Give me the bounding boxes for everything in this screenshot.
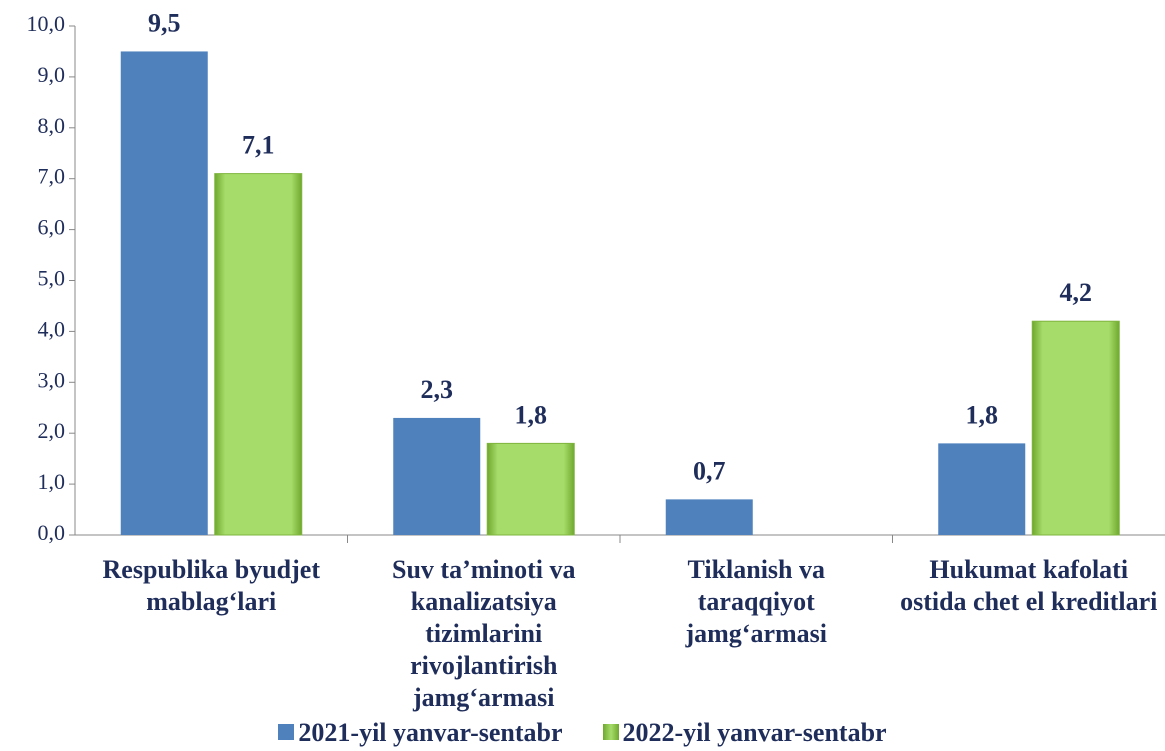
y-tick-label: 2,0	[38, 418, 66, 443]
value-label: 0,7	[693, 456, 726, 485]
value-label: 9,5	[148, 8, 181, 37]
legend: 2021-yil yanvar-sentabr 2022-yil yanvar-s…	[0, 718, 1165, 748]
y-tick-label: 10,0	[27, 11, 66, 36]
value-label: 2,3	[421, 375, 454, 404]
legend-label: 2022-yil yanvar-sentabr	[622, 718, 887, 747]
bar	[938, 443, 1026, 535]
legend-swatch	[602, 724, 619, 740]
legend-item: 2022-yil yanvar-sentabr	[602, 718, 887, 748]
y-tick-label: 8,0	[38, 113, 66, 138]
x-tick-label: Suv ta’minoti va kanalizatsiya tizimlari…	[392, 555, 576, 712]
bar	[214, 173, 303, 536]
x-tick-label: Hukumat kafolati ostida chet el kreditla…	[900, 555, 1158, 616]
y-tick-label: 7,0	[38, 164, 66, 189]
y-tick-label: 0,0	[38, 520, 66, 545]
bar	[486, 442, 575, 536]
x-tick-label: Tiklanish va taraqqiyot jamg‘armasi	[685, 555, 827, 648]
bar	[1031, 320, 1120, 536]
legend-swatch	[278, 724, 295, 740]
y-tick-label: 1,0	[38, 469, 66, 494]
value-label: 1,8	[515, 400, 548, 429]
legend-item: 2021-yil yanvar-sentabr	[278, 718, 563, 748]
value-label: 4,2	[1060, 278, 1093, 307]
legend-label: 2021-yil yanvar-sentabr	[298, 718, 563, 747]
value-label: 1,8	[966, 400, 999, 429]
y-tick-label: 4,0	[38, 316, 66, 341]
bar	[393, 417, 481, 535]
x-tick-label: Respublika byudjet mablag‘lari	[102, 555, 320, 616]
value-label: 7,1	[242, 131, 275, 160]
bar	[120, 51, 208, 535]
y-tick-label: 9,0	[38, 62, 66, 87]
y-tick-label: 5,0	[38, 266, 66, 291]
y-tick-label: 3,0	[38, 367, 66, 392]
y-tick-label: 6,0	[38, 215, 66, 240]
bar	[665, 499, 753, 535]
